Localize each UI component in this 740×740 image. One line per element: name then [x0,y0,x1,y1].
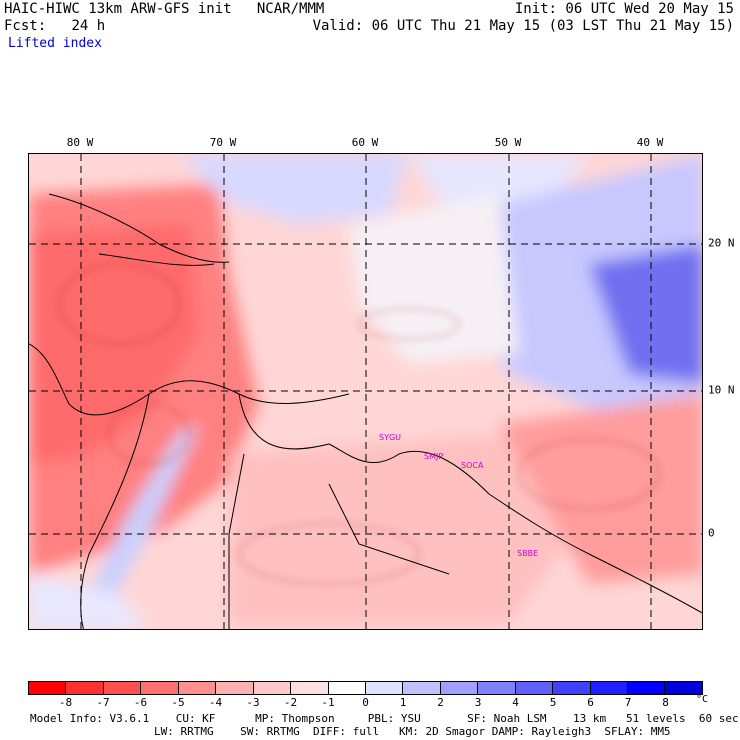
colorbar-swatch [665,682,702,694]
model-info-line2: LW: RRTMG SW: RRTMG DIFF: full KM: 2D Sm… [154,725,671,738]
lat-label-10n: 10 N [708,383,735,397]
colorbar-tick-label: -8 [58,696,73,709]
colorbar-tick-label: -2 [283,696,298,709]
lat-label-0: 0 [708,526,715,540]
station-label: SBBE [517,549,539,558]
lat-label-20n: 20 N [708,236,735,250]
colorbar-swatch [328,682,366,694]
colorbar-swatch [216,682,254,694]
colorbar-swatch [29,682,67,694]
colorbar-tick-label: -5 [171,696,185,709]
variable-name: Lifted index [8,36,102,51]
colorbar-swatch [103,682,142,694]
colorbar-tick-label: 0 [362,696,369,709]
colorbar-swatch [515,682,554,694]
model-title: HAIC-HIWC 13km ARW-GFS init NCAR/MMM [4,1,325,17]
colorbar-swatch [590,682,628,694]
colorbar-tick-label: -7 [96,696,110,709]
lon-label-50w: 50 W [494,136,522,149]
valid-time: Valid: 06 UTC Thu 21 May 15 (03 LST Thu … [312,18,734,34]
colorbar-tick-label: -6 [133,696,148,709]
colorbar-swatch [66,682,104,694]
colorbar-tick-label: 3 [474,696,482,709]
colorbar-tick-label: 8 [662,696,669,709]
lon-label-40w: 40 W [636,136,664,149]
colorbar-swatch [553,682,591,694]
colorbar-swatch [141,682,179,694]
colorbar-tick-label: -4 [208,696,223,709]
colorbar-swatch [478,682,516,694]
init-time: Init: 06 UTC Wed 20 May 15 [514,1,734,17]
colorbar-tick-label: 6 [587,696,594,709]
lon-label-70w: 70 W [209,136,237,149]
colorbar-tick-label: -3 [246,696,260,709]
colorbar-swatch [403,682,441,694]
model-info-line1: Model Info: V3.6.1 CU: KF MP: Thompson P… [30,712,739,725]
map-canvas [29,154,702,629]
station-label: SMJP [424,452,444,461]
colorbar-tick-label: -1 [321,696,335,709]
lon-label-80w: 80 W [66,136,94,149]
colorbar-tick-label: 1 [399,696,407,709]
station-label: SOCA [461,461,484,470]
colorbar-tick-label: 5 [549,696,557,709]
colorbar-swatch [178,682,217,694]
colorbar-unit: °C [696,694,709,705]
colorbar-swatch [253,682,292,694]
colorbar-tick-label: 2 [437,696,444,709]
colorbar-tick-label: 7 [624,696,632,709]
forecast-hour: Fcst: 24 h [4,18,106,34]
colorbar-swatch [440,682,479,694]
colorbar-swatch [365,682,404,694]
colorbar [28,681,703,695]
lon-label-60w: 60 W [351,136,379,149]
colorbar-tick-label: 4 [512,696,519,709]
station-label: SYGU [379,433,402,442]
colorbar-swatch [628,682,666,694]
colorbar-swatch [291,682,329,694]
lifted-index-map: SYGU SMJP SOCA SBBE [28,153,703,630]
